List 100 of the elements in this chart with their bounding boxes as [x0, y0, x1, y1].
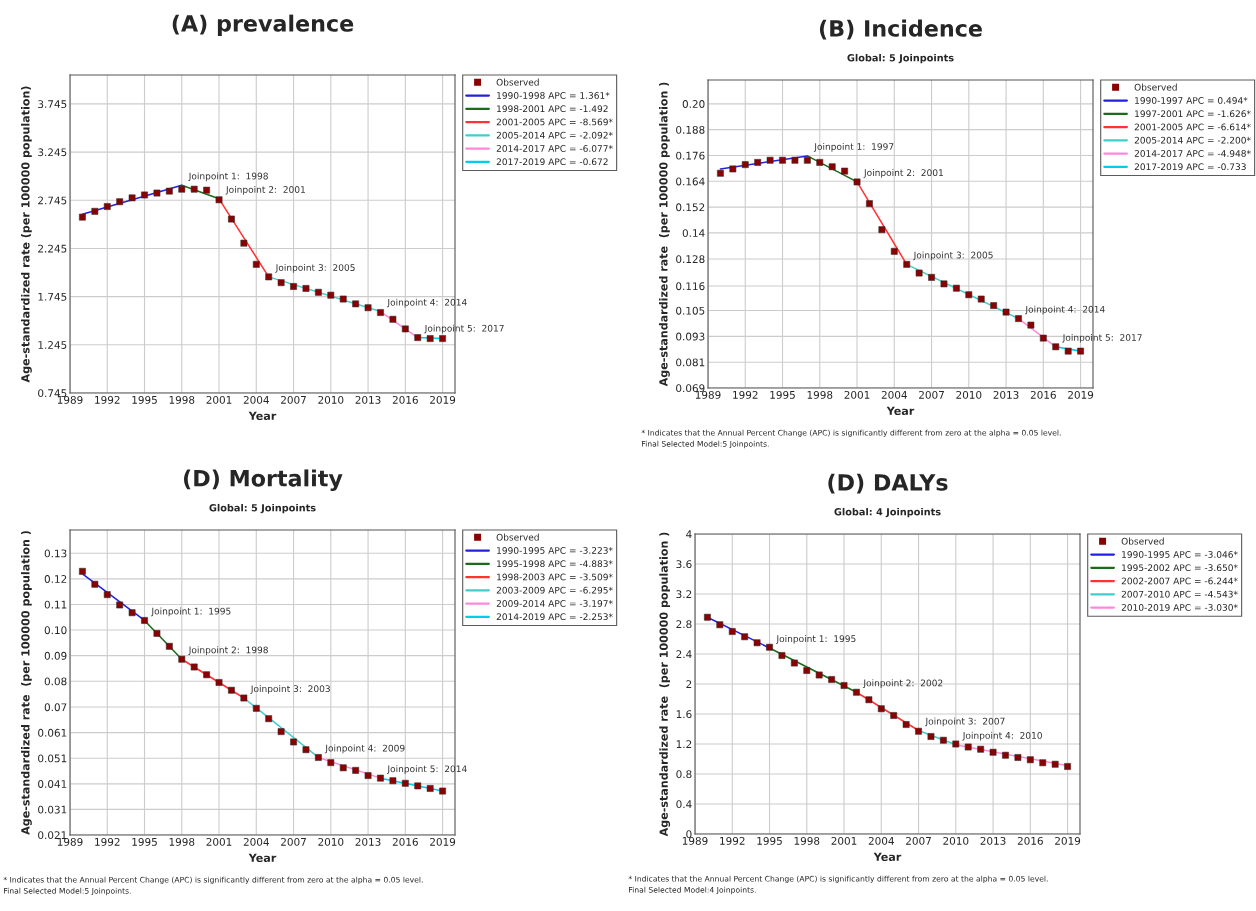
annotation: Joinpoint 4: 2010: [962, 731, 1042, 741]
annotation: Joinpoint 2: 1998: [188, 646, 268, 656]
x-tick-label: 2010: [318, 837, 344, 846]
y-tick-label: 3.6: [676, 560, 692, 569]
legend-label: 1997-2001 APC = -1.626*: [1135, 110, 1251, 118]
y-tick-label: 2.745: [38, 196, 67, 205]
x-tick-label: 2010: [318, 395, 344, 404]
legend-label: 2010-2019 APC = -3.030*: [1121, 604, 1238, 611]
y-tick-label: 3.2: [676, 590, 692, 599]
annotation: Joinpoint 4: 2014: [386, 298, 467, 308]
x-tick-label: 1998: [794, 836, 820, 845]
y-tick-label: 0.09: [44, 651, 67, 660]
x-tick-label: 2001: [206, 837, 232, 846]
y-tick-label: 0.051: [38, 754, 67, 763]
chart-subtitle: Global: 5 Joinpoints: [847, 53, 954, 64]
y-tick-label: 0.4: [676, 800, 692, 809]
x-tick-label: 1995: [757, 836, 782, 845]
chart-title: (D) Mortality: [184, 469, 343, 492]
legend-label: 1990-1998 APC = 1.361*: [497, 92, 610, 99]
y-tick-label: 0.12: [44, 575, 67, 583]
annotation: Joinpoint 1: 1995: [775, 635, 856, 644]
legend-label: 1995-1998 APC = -4.883*: [497, 560, 613, 568]
annotation: Joinpoint 5: 2017: [1062, 333, 1142, 343]
chart-subtitle: Global: 5 Joinpoints: [209, 503, 316, 514]
legend-label: 1990-1995 APC = -3.046*: [1122, 551, 1238, 558]
legend-label: 2005-2014 APC = -2.200*: [1134, 136, 1251, 144]
legend-label: 1998-2003 APC = -3.509*: [497, 573, 613, 581]
legend-label: 1998-2001 APC = -1.492: [497, 105, 608, 113]
y-tick-label: 1.2: [676, 740, 692, 748]
x-tick-label: 2001: [206, 395, 232, 404]
chart-title: (D) DALYs: [828, 473, 948, 494]
y-tick-label: 0.061: [38, 728, 67, 737]
legend-label: 1990-1995 APC = -3.223*: [497, 547, 613, 554]
x-tick-label: 2004: [243, 837, 269, 846]
x-tick-label: 2019: [430, 395, 456, 404]
y-tick-label: 0.10: [44, 626, 67, 635]
x-tick-label: 2007: [919, 390, 944, 399]
y-tick-label: 4: [686, 530, 692, 538]
legend-label: 2014-2019 APC = -2.253*: [496, 613, 613, 621]
chart-subtitle: Global: 4 Joinpoints: [834, 507, 941, 518]
x-tick-label: 1989: [57, 395, 83, 404]
y-tick-label: 0.069: [676, 384, 705, 393]
y-tick-label: 0.08: [44, 677, 67, 686]
y-tick-label: 0.093: [676, 332, 705, 341]
x-tick-label: 2001: [844, 390, 870, 399]
x-tick-label: 2007: [906, 836, 931, 845]
legend-label: 2001-2005 APC = -8.569*: [496, 118, 613, 126]
x-tick-label: 2019: [430, 837, 456, 846]
y-axis-title: Age-standardized rate (per 100000 population ): [659, 82, 670, 387]
y-tick-label: 3.245: [38, 148, 67, 157]
x-tick-label: 1998: [807, 390, 833, 399]
annotation: Joinpoint 5: 2017: [424, 324, 504, 334]
x-tick-label: 1995: [770, 390, 795, 399]
y-tick-label: 0.041: [38, 780, 67, 788]
y-tick-label: 0.031: [38, 805, 67, 814]
legend-label: Observed: [1134, 83, 1177, 91]
x-tick-label: 1998: [169, 395, 195, 404]
annotation: Joinpoint 1: 1995: [150, 607, 231, 617]
x-tick-label: 1989: [682, 836, 708, 845]
x-tick-label: 1992: [720, 836, 745, 845]
x-tick-label: 2001: [831, 836, 857, 845]
annotation: Joinpoint 1: 1997: [813, 143, 894, 152]
annotation: Joinpoint 3: 2003: [250, 685, 330, 694]
x-tick-label: 2004: [868, 836, 894, 845]
annotation: Joinpoint 2: 2001: [225, 185, 305, 195]
x-tick-label: 2016: [1017, 836, 1043, 845]
x-tick-label: 2007: [281, 837, 306, 846]
y-axis-title: Age-standardized rate (per 100000 population ): [21, 531, 32, 835]
x-tick-label: 2013: [980, 836, 1006, 845]
x-axis-title: Year: [248, 853, 277, 863]
x-tick-label: 1992: [95, 395, 120, 404]
y-tick-label: 1.745: [38, 293, 67, 301]
x-tick-label: 2010: [956, 390, 982, 399]
y-tick-label: 0.081: [676, 358, 705, 367]
y-tick-label: 0.176: [676, 151, 705, 160]
y-tick-label: 0.13: [44, 549, 67, 558]
x-tick-label: 2016: [392, 395, 418, 404]
x-axis-title: Year: [248, 411, 277, 421]
annotation: Joinpoint 2: 2001: [863, 169, 943, 178]
x-tick-label: 2013: [993, 390, 1019, 399]
y-tick-label: 0.116: [676, 282, 705, 291]
x-tick-label: 2013: [355, 837, 381, 846]
legend-label: 2017-2019 APC = -0.733: [1134, 163, 1246, 171]
y-tick-label: 0.20: [682, 100, 705, 108]
legend-label: 1995-2002 APC = -3.650*: [1122, 564, 1238, 572]
y-tick-label: 0.07: [44, 703, 67, 712]
y-tick-label: 2.8: [676, 620, 692, 629]
y-tick-label: 0.128: [676, 255, 705, 264]
chart-title: (A) prevalence: [172, 14, 354, 37]
annotation: Joinpoint 2: 2002: [862, 679, 943, 689]
legend-label: 2014-2017 APC = -4.948*: [1134, 150, 1251, 157]
y-tick-label: 3.745: [38, 100, 67, 109]
x-tick-label: 2004: [243, 395, 269, 404]
y-axis-title: Age-standardized rate (per 100000 population ): [659, 532, 671, 837]
y-tick-label: 1.245: [38, 341, 67, 349]
x-tick-label: 1995: [132, 837, 157, 846]
annotation: Joinpoint 4: 2014: [1024, 305, 1105, 315]
legend-label: 2017-2019 APC = -0.672: [496, 158, 608, 166]
y-tick-label: 0.11: [44, 600, 67, 609]
y-tick-label: 0.14: [682, 229, 705, 238]
